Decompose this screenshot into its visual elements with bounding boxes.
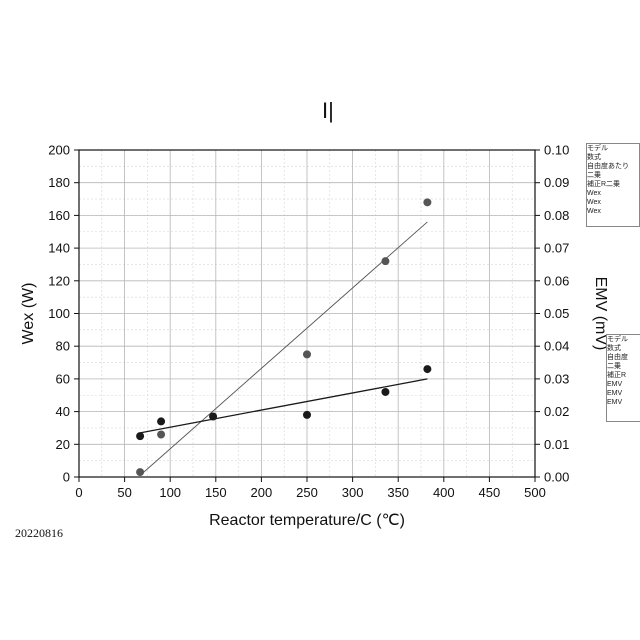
fit-table-row: 二乗 <box>607 362 640 371</box>
y2-tick-label: 0.07 <box>544 241 569 256</box>
fit-table-row: 自由度あたり <box>587 162 639 171</box>
y-tick-label: 160 <box>48 208 70 223</box>
fit-table-row: 数式 <box>587 153 639 162</box>
y-tick-label: 40 <box>56 404 70 419</box>
x-tick-label: 100 <box>159 485 181 500</box>
x-tick-label: 200 <box>251 485 273 500</box>
y-tick-label: 20 <box>56 437 70 452</box>
x-axis-label: Reactor temperature/C (℃) <box>209 512 405 529</box>
x-tick-label: 50 <box>117 485 131 500</box>
y-tick-label: 140 <box>48 241 70 256</box>
fit-table-row: 補正R二乗 <box>587 180 639 189</box>
y2-tick-label: 0.00 <box>544 470 569 485</box>
data-point-wex <box>136 468 144 476</box>
y-tick-label: 0 <box>63 470 70 485</box>
data-point-wex <box>303 350 311 358</box>
fit-table-row: 補正R <box>607 371 640 380</box>
fit-table-row: 自由度 <box>607 353 640 362</box>
fit-line-emv <box>140 379 427 433</box>
x-tick-label: 450 <box>479 485 501 500</box>
y2-tick-label: 0.02 <box>544 404 569 419</box>
data-point-emv <box>423 365 431 373</box>
data-point-wex <box>157 430 165 438</box>
y-tick-label: 200 <box>48 143 70 158</box>
fit-table-row: 数式 <box>607 344 640 353</box>
y2-tick-label: 0.10 <box>544 143 569 158</box>
y2-tick-label: 0.05 <box>544 306 569 321</box>
data-point-emv <box>381 388 389 396</box>
y-tick-label: 80 <box>56 339 70 354</box>
fit-table-row: モデル <box>607 335 640 344</box>
data-point-emv <box>209 413 217 421</box>
data-point-emv <box>136 432 144 440</box>
x-tick-label: 250 <box>296 485 318 500</box>
fit-table-row: Wex <box>587 189 639 198</box>
y2-tick-label: 0.03 <box>544 371 569 386</box>
fit-table-row: モデル <box>587 144 639 153</box>
data-point-wex <box>381 257 389 265</box>
data-point-emv <box>157 417 165 425</box>
y2-tick-label: 0.08 <box>544 208 569 223</box>
y-axis-label: Wex (W) <box>20 283 37 345</box>
date-stamp: 20220816 <box>15 526 63 541</box>
fit-table-row: EMV <box>607 380 640 389</box>
fit-table-row: Wex <box>587 198 639 207</box>
y2-tick-label: 0.09 <box>544 175 569 190</box>
x-tick-label: 350 <box>387 485 409 500</box>
x-tick-label: 400 <box>433 485 455 500</box>
y2-tick-label: 0.06 <box>544 273 569 288</box>
data-point-emv <box>303 411 311 419</box>
x-tick-label: 150 <box>205 485 227 500</box>
fit-results-table-wex: モデル数式自由度あたり二乗補正R二乗WexWexWex <box>586 143 640 227</box>
y-tick-label: 120 <box>48 273 70 288</box>
fit-table-row: 二乗 <box>587 171 639 180</box>
y-tick-label: 60 <box>56 371 70 386</box>
fit-results-table-emv: モデル数式自由度二乗補正REMVEMVEMV <box>606 334 640 422</box>
x-tick-label: 0 <box>75 485 82 500</box>
y2-tick-label: 0.04 <box>544 339 569 354</box>
y2-tick-label: 0.01 <box>544 437 569 452</box>
fit-table-row: EMV <box>607 398 640 407</box>
y-tick-label: 180 <box>48 175 70 190</box>
y-tick-label: 100 <box>48 306 70 321</box>
fit-table-row: Wex <box>587 207 639 216</box>
x-tick-label: 300 <box>342 485 364 500</box>
data-point-wex <box>423 198 431 206</box>
fit-table-row: EMV <box>607 389 640 398</box>
x-tick-label: 500 <box>524 485 546 500</box>
